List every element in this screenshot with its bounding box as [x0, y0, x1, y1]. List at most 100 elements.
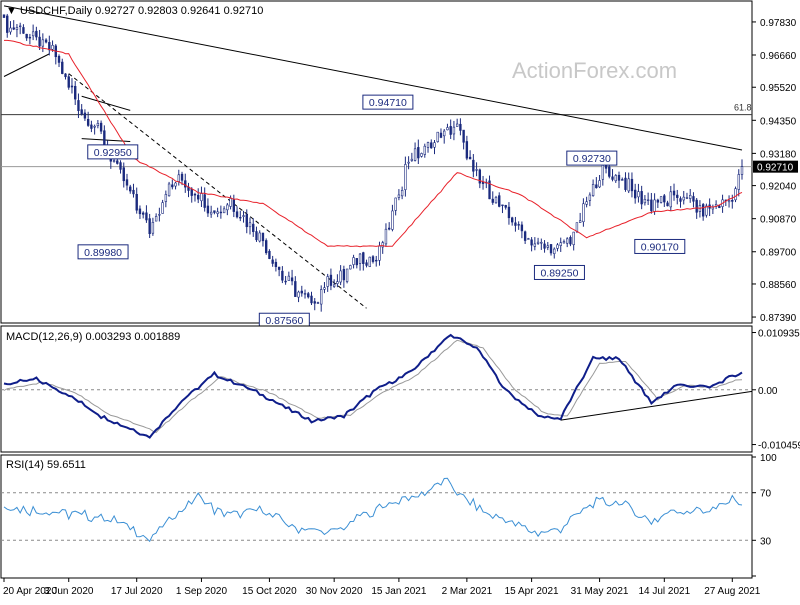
candle — [355, 258, 359, 269]
x-tick-label: 31 May 2021 — [571, 586, 629, 597]
candle — [184, 173, 187, 193]
candle — [125, 173, 129, 191]
candle — [669, 185, 672, 211]
candle — [206, 198, 210, 217]
candle — [614, 174, 617, 183]
price-tick-label: 0.88560 — [760, 280, 797, 291]
candle — [12, 20, 15, 31]
candle — [400, 186, 404, 200]
candle — [510, 216, 514, 226]
price-tick-label: 0.95520 — [760, 83, 797, 94]
candle — [410, 152, 414, 162]
macd-tick-label: -0.010459 — [758, 441, 800, 452]
ohlc-values: 0.92727 0.92803 0.92641 0.92710 — [95, 5, 263, 17]
candle — [219, 205, 223, 219]
candle — [488, 175, 491, 200]
candle — [533, 237, 537, 251]
candle — [381, 240, 384, 254]
candle — [407, 156, 410, 170]
candle — [313, 298, 316, 311]
candle — [248, 217, 252, 235]
candle — [566, 237, 569, 248]
candle — [90, 120, 93, 133]
candle — [685, 192, 689, 200]
dashed-trendline — [68, 73, 367, 309]
candle — [472, 154, 475, 178]
candle — [57, 54, 61, 68]
candle — [197, 188, 200, 204]
candle — [209, 205, 213, 218]
candle — [478, 168, 482, 189]
candle — [320, 285, 323, 312]
candle — [255, 226, 258, 242]
x-tick-label: 2 Mar 2021 — [442, 586, 493, 597]
candle — [316, 301, 320, 304]
macd-line — [3, 333, 743, 439]
candle — [523, 230, 527, 244]
candle — [640, 185, 643, 210]
candle — [543, 240, 546, 253]
price-panel-frame — [0, 0, 753, 324]
price-tick-label: 0.94350 — [760, 116, 797, 127]
candle — [588, 192, 592, 207]
channel-line-top — [81, 95, 131, 111]
rsi-tick-label: 100 — [760, 453, 777, 464]
price-label: 0.92730 — [566, 150, 618, 166]
candle — [562, 239, 566, 244]
svg-text:▼ USDCHF,Daily 0.92727 0.9280: ▼ USDCHF,Daily 0.92727 0.92803 0.92641 0… — [6, 5, 263, 17]
macd-signal-line — [3, 339, 743, 434]
candle — [417, 139, 420, 164]
candle — [345, 268, 349, 284]
candle — [394, 197, 397, 216]
candle — [31, 24, 35, 41]
candle — [258, 230, 261, 243]
candle — [514, 216, 517, 232]
candle — [527, 237, 530, 240]
candle — [67, 73, 70, 90]
price-tick-label: 0.89700 — [760, 248, 797, 259]
candle — [171, 179, 174, 190]
candle — [643, 195, 647, 206]
macd-tick-label: 0.010935 — [758, 329, 800, 340]
candle — [368, 256, 371, 268]
symbol-label: USDCHF,Daily — [20, 5, 93, 17]
candle — [504, 204, 507, 210]
price-label: 0.87560 — [258, 312, 310, 328]
candle — [6, 13, 9, 38]
candle-layer — [2, 13, 744, 312]
price-label-text: 0.94710 — [369, 97, 407, 109]
candle — [371, 255, 375, 264]
candle — [540, 238, 543, 250]
candle — [459, 118, 462, 136]
candle — [145, 205, 148, 223]
candle — [164, 190, 168, 208]
candle — [384, 223, 388, 247]
candle — [689, 189, 692, 203]
candle — [9, 21, 12, 35]
level-layer: 61.8 — [1, 103, 752, 168]
candle — [352, 254, 355, 269]
candle — [64, 73, 67, 80]
price-label-text: 0.92730 — [573, 153, 611, 165]
candle — [174, 181, 177, 190]
x-tick-label: 15 Apr 2021 — [505, 586, 559, 597]
candle — [323, 282, 326, 294]
candle — [18, 22, 22, 35]
candle — [727, 195, 731, 208]
candle — [650, 192, 653, 214]
candle — [222, 206, 226, 214]
candle — [216, 207, 219, 218]
candle — [462, 129, 465, 150]
candle — [80, 104, 83, 116]
candle — [70, 78, 74, 94]
candle — [455, 118, 459, 127]
candle — [611, 169, 614, 182]
candle — [193, 192, 197, 202]
chart-header-triangle: ▼ — [6, 5, 20, 17]
rsi-panel: 100 70 30 RSI(14) 59.6511 — [0, 453, 777, 579]
candle — [676, 189, 679, 205]
price-tick-label: 0.92040 — [760, 182, 797, 193]
candle — [701, 202, 705, 221]
candle — [595, 177, 598, 189]
price-panel: ActionForex.com 61.8 0.92950 0.89980 0.875… — [0, 0, 798, 328]
